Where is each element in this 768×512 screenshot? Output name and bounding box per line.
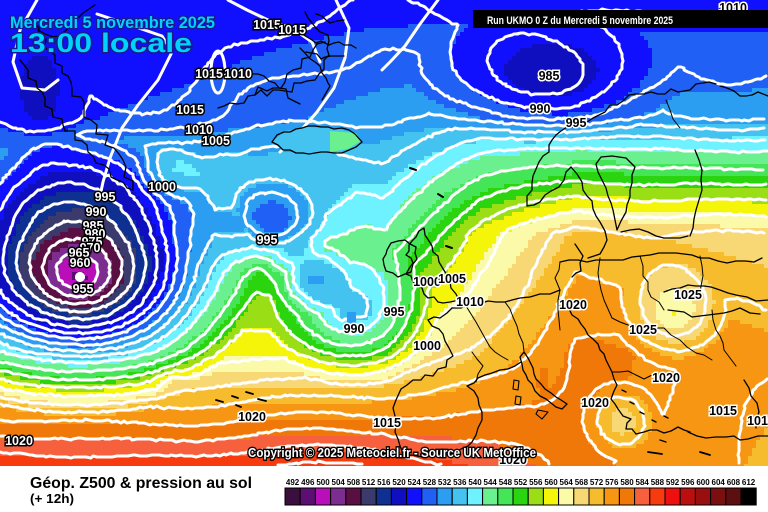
svg-text:(+ 12h): (+ 12h) [30, 492, 74, 506]
svg-text:540: 540 [468, 478, 482, 487]
svg-text:1020: 1020 [499, 453, 527, 467]
svg-text:592: 592 [666, 478, 680, 487]
svg-text:1020: 1020 [5, 434, 33, 448]
svg-text:584: 584 [636, 478, 650, 487]
svg-text:548: 548 [499, 478, 513, 487]
svg-text:1015: 1015 [373, 416, 401, 430]
svg-text:985: 985 [83, 219, 104, 233]
svg-text:500: 500 [316, 478, 330, 487]
svg-text:965: 965 [69, 246, 90, 260]
svg-text:492: 492 [286, 478, 300, 487]
svg-text:528: 528 [423, 478, 437, 487]
svg-text:1015: 1015 [195, 67, 223, 81]
svg-text:995: 995 [257, 233, 278, 247]
svg-text:955: 955 [73, 282, 94, 296]
svg-text:1015: 1015 [747, 414, 768, 428]
svg-text:995: 995 [566, 116, 587, 130]
svg-text:1010: 1010 [224, 67, 252, 81]
svg-text:544: 544 [484, 478, 498, 487]
svg-text:970: 970 [80, 241, 101, 255]
svg-text:1020: 1020 [581, 396, 609, 410]
svg-text:1025: 1025 [629, 323, 657, 337]
svg-text:995: 995 [95, 190, 116, 204]
svg-text:512: 512 [362, 478, 376, 487]
svg-text:980: 980 [85, 227, 106, 241]
svg-text:580: 580 [620, 478, 634, 487]
svg-text:1015: 1015 [278, 23, 306, 37]
svg-text:560: 560 [544, 478, 558, 487]
svg-text:572: 572 [590, 478, 604, 487]
svg-text:1015: 1015 [709, 404, 737, 418]
svg-text:990: 990 [530, 102, 551, 116]
svg-text:536: 536 [453, 478, 467, 487]
svg-text:520: 520 [392, 478, 406, 487]
svg-text:Géop. Z500 & pression au sol: Géop. Z500 & pression au sol [30, 475, 252, 492]
svg-text:588: 588 [651, 478, 665, 487]
svg-text:1000: 1000 [413, 275, 441, 289]
svg-text:13:00 locale: 13:00 locale [10, 28, 192, 58]
svg-text:1005: 1005 [202, 134, 230, 148]
svg-text:612: 612 [742, 478, 756, 487]
svg-text:1010: 1010 [185, 123, 213, 137]
svg-text:1005: 1005 [438, 272, 466, 286]
svg-text:516: 516 [377, 478, 391, 487]
svg-text:524: 524 [408, 478, 422, 487]
svg-text:995: 995 [384, 305, 405, 319]
svg-text:Copyright © 2025 Meteociel.fr: Copyright © 2025 Meteociel.fr - Source U… [248, 446, 536, 460]
svg-text:604: 604 [712, 478, 726, 487]
svg-text:496: 496 [301, 478, 315, 487]
svg-text:608: 608 [727, 478, 741, 487]
svg-text:1015: 1015 [253, 18, 281, 32]
svg-text:1020: 1020 [652, 371, 680, 385]
svg-text:Run UKMO 0 Z du Mercredi 5 nov: Run UKMO 0 Z du Mercredi 5 novembre 2025 [487, 15, 673, 27]
svg-text:1000: 1000 [148, 180, 176, 194]
svg-text:552: 552 [514, 478, 528, 487]
svg-text:568: 568 [575, 478, 589, 487]
svg-text:975: 975 [82, 235, 103, 249]
svg-text:576: 576 [605, 478, 619, 487]
svg-text:990: 990 [344, 322, 365, 336]
svg-text:985: 985 [539, 69, 560, 83]
svg-text:532: 532 [438, 478, 452, 487]
svg-text:564: 564 [560, 478, 574, 487]
svg-text:1025: 1025 [674, 288, 702, 302]
svg-text:960: 960 [70, 256, 91, 270]
svg-text:1020: 1020 [559, 298, 587, 312]
svg-text:990: 990 [86, 205, 107, 219]
svg-text:600: 600 [696, 478, 710, 487]
svg-text:1020: 1020 [238, 410, 266, 424]
svg-text:1000: 1000 [413, 339, 441, 353]
svg-text:1015: 1015 [176, 103, 204, 117]
svg-text:508: 508 [347, 478, 361, 487]
svg-text:Mercredi 5 novembre 2025: Mercredi 5 novembre 2025 [10, 13, 215, 32]
svg-text:596: 596 [681, 478, 695, 487]
svg-text:1010: 1010 [456, 295, 484, 309]
svg-text:556: 556 [529, 478, 543, 487]
svg-text:504: 504 [332, 478, 346, 487]
